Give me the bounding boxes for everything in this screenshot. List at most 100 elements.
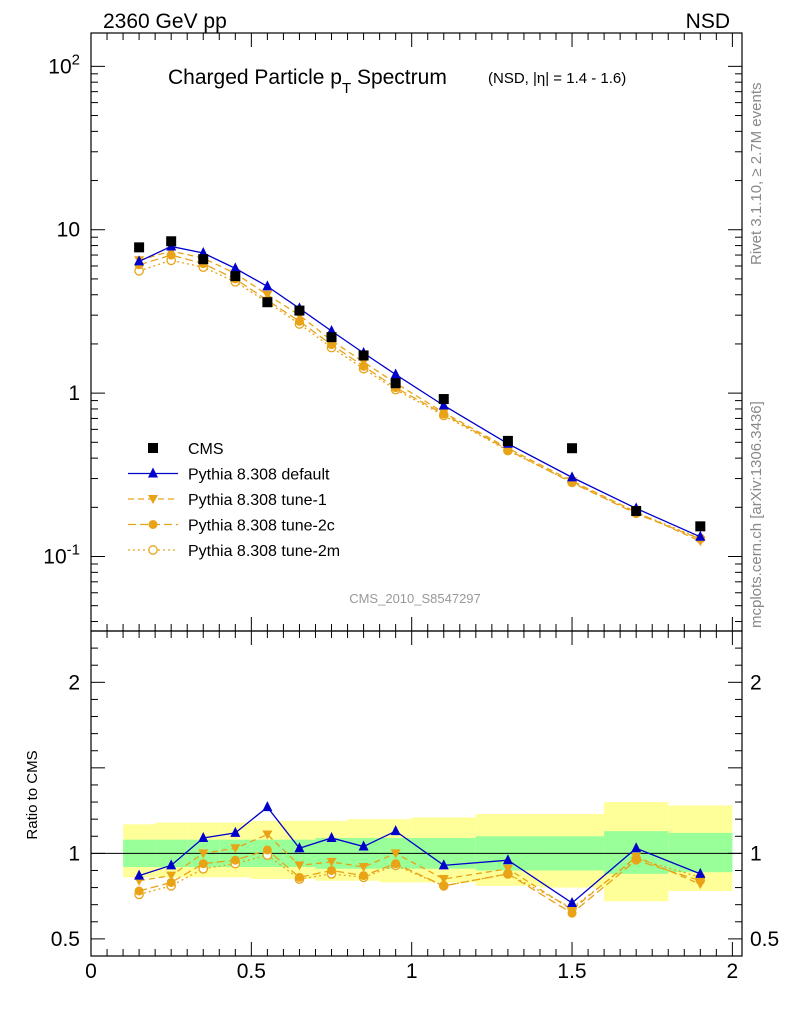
data-point [631, 842, 642, 853]
data-point [134, 869, 145, 880]
legend-marker [148, 545, 158, 555]
y-tick-label: 10-1 [43, 542, 80, 569]
legend-marker [148, 495, 158, 504]
legend-marker [148, 443, 158, 453]
legend-label: Pythia 8.308 default [188, 467, 330, 484]
main-panel-frame [90, 32, 743, 632]
inner-band-bin [668, 832, 733, 873]
data-point [326, 332, 337, 343]
legend-label: Pythia 8.308 tune-2c [188, 518, 335, 535]
mcplots-label: mcplots.cern.ch [arXiv:1306.3436] [748, 401, 765, 628]
data-point [134, 255, 145, 266]
plot-title: Charged Particle pT Spectrum [168, 66, 447, 97]
series-line [138, 806, 701, 904]
data-point [631, 505, 642, 516]
data-point [294, 872, 304, 882]
data-point [198, 859, 208, 869]
legend: CMS Pythia 8.308 default Pythia 8.308 tune… [128, 441, 340, 560]
ratio-series [134, 801, 706, 918]
ratio-y-axis-label: Ratio to CMS [24, 750, 41, 839]
data-point [438, 408, 449, 418]
legend-marker [148, 520, 158, 529]
data-point [134, 242, 145, 253]
series-line [138, 250, 701, 542]
data-point [438, 399, 449, 410]
ratio-panel-frame [90, 630, 743, 957]
series-line [138, 849, 701, 915]
data-point [631, 852, 642, 862]
data-point [390, 825, 401, 836]
data-point [230, 826, 241, 837]
data-point [327, 865, 337, 875]
plot-title-selection: (NSD, |η| = 1.4 - 1.6) [488, 70, 626, 87]
x-tick-label: 0 [85, 960, 97, 983]
series-line [139, 833, 701, 911]
data-point [503, 869, 513, 879]
data-point [502, 854, 513, 865]
data-point [326, 857, 337, 867]
y-tick-label: 1 [68, 382, 80, 405]
data-point [391, 859, 401, 869]
data-point [198, 849, 209, 859]
data-point [390, 849, 401, 859]
ratio-y-tick-label: 2 [68, 671, 80, 694]
data-point [567, 471, 578, 482]
data-point [198, 831, 209, 842]
data-point [502, 435, 513, 446]
analysis-watermark: CMS_2010_S8547297 [349, 591, 481, 606]
y-tick-label: 10 [57, 219, 80, 242]
axis-ticks [90, 33, 742, 956]
data-point [230, 262, 241, 273]
ratio-y-tick-label-right: 0.5 [750, 928, 779, 951]
data-point [166, 859, 177, 870]
data-point [262, 801, 273, 812]
ratio-y-tick-label: 1 [68, 842, 80, 865]
data-point [262, 830, 273, 840]
data-point [358, 863, 369, 873]
data-point [166, 871, 177, 881]
series-line [138, 254, 701, 540]
data-point [198, 254, 209, 265]
x-tick-label: 0.5 [237, 960, 266, 983]
data-point [134, 886, 144, 896]
data-point [166, 877, 176, 887]
x-tick-label: 1 [406, 960, 418, 983]
data-point [262, 845, 272, 855]
data-point [230, 855, 240, 865]
data-point [390, 368, 401, 379]
legend-label: Pythia 8.308 tune-2m [188, 543, 340, 560]
data-point [439, 881, 449, 891]
process-label: NSD [686, 10, 730, 33]
data-point [695, 880, 706, 890]
series-line [138, 245, 701, 538]
x-tick-label: 2 [727, 960, 739, 983]
data-point [230, 844, 241, 854]
data-point [438, 859, 449, 870]
data-point [358, 840, 369, 851]
data-point [567, 905, 578, 915]
data-point [438, 394, 449, 405]
data-point [262, 280, 273, 291]
data-point [230, 271, 241, 282]
legend-label: CMS [188, 441, 224, 458]
data-point [695, 867, 706, 878]
ratio-y-tick-label-right: 1 [750, 842, 762, 865]
data-point [358, 350, 369, 361]
ratio-y-tick-label: 0.5 [51, 928, 80, 951]
data-point [326, 831, 337, 842]
data-point [359, 871, 369, 881]
data-point [567, 443, 578, 454]
y-tick-label: 102 [48, 51, 80, 78]
data-point [262, 290, 273, 300]
x-tick-label: 1.5 [557, 960, 586, 983]
data-point [294, 316, 304, 326]
main-series [134, 236, 706, 547]
ratio-y-tick-label-right: 2 [750, 671, 762, 694]
data-point [695, 530, 706, 541]
data-point [294, 305, 305, 316]
legend-marker [148, 467, 158, 478]
data-point [294, 842, 305, 853]
data-point [166, 236, 177, 247]
